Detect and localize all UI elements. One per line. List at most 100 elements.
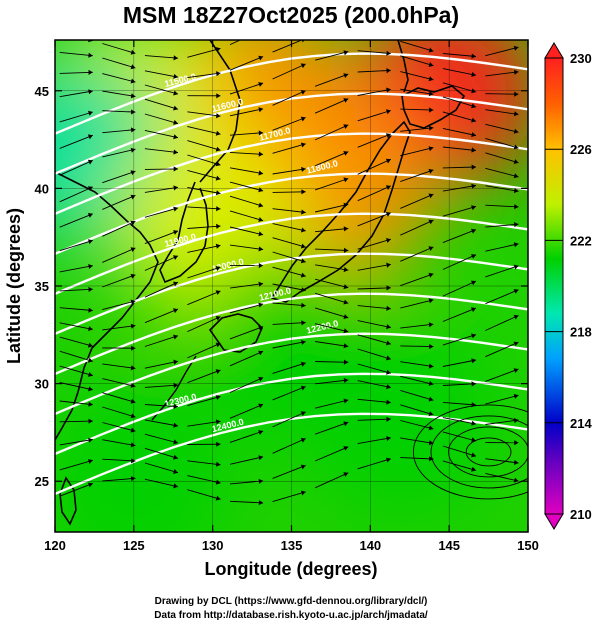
streamline-arrow [258,130,264,136]
streamline-segment [400,108,434,111]
coastline-korea [159,181,209,284]
streamline-segment [315,379,349,385]
streamline-segment [272,117,306,131]
streamline-arrow [386,324,391,330]
streamline-arrow [88,372,93,377]
streamline-segment [357,398,391,404]
streamline-arrow [215,146,221,152]
streamline-arrow [471,205,476,211]
streamline-segment [400,420,434,430]
streamline-arrow [216,206,221,212]
streamline-segment [400,389,434,401]
streamline-arrow [386,87,391,93]
streamline-arrow [471,183,476,189]
streamline-segment [314,73,349,87]
streamline-arrow [386,355,391,361]
streamline-arrow [428,168,434,174]
streamline-segment [59,336,93,347]
streamline-segment [144,404,179,408]
streamline-segment [400,27,433,35]
coastline-asia [55,171,159,441]
streamline-arrow [130,382,136,388]
streamline-segment [144,148,179,154]
streamline-segment [400,246,434,262]
streamline-arrow [471,132,476,138]
streamline-segment [229,40,242,46]
streamline-arrow [301,287,306,293]
chart-title: MSM 18Z27Oct2025 (200.0hPa) [123,2,459,28]
streamline-arrow [513,45,519,51]
streamline-segment [59,350,93,362]
streamline-segment [229,403,264,419]
streamline-arrow [300,490,306,496]
streamline-arrow [258,403,264,409]
streamline-segment [485,394,519,405]
streamline-arrow [173,334,178,340]
streamline-arrow [386,384,391,390]
streamline-arrow [130,49,136,55]
streamline-arrow [130,147,136,153]
streamline-arrow [301,209,306,215]
streamline-segment [59,213,93,228]
streamline-arrow [173,483,178,489]
streamline-segment [272,208,306,213]
streamline-arrow [471,307,476,313]
streamline-segment [314,203,349,213]
streamline-segment [358,32,391,39]
streamline-segment [485,46,519,57]
streamline-arrow [513,144,519,150]
streamline-segment [59,420,93,423]
streamline-arrow [173,134,178,140]
streamline-arrow [88,110,93,116]
streamline-segment [442,205,477,217]
streamline-arrow [343,398,349,404]
streamline-arrow [88,89,93,95]
footer-credit-dcl: Drawing by DCL (https://www.gfd-dennou.o… [155,596,428,607]
streamline-arrow [87,134,93,140]
streamline-segment [272,464,306,479]
footer-credit-data: Data from http://database.rish.kyoto-u.a… [154,610,428,621]
streamline-swirl [465,437,512,467]
streamline-arrow [386,109,391,115]
streamline-segment [272,386,306,401]
streamline-arrow [428,146,434,152]
streamline-segment [102,90,136,97]
streamline-arrow [173,230,178,235]
colorbar-body [544,57,564,515]
streamline-segment [59,288,93,292]
streamline-segment [272,283,306,291]
streamline-arrow [258,455,264,461]
streamline-segment [357,458,391,470]
streamline-arrow [428,47,434,53]
streamline-segment [485,341,519,358]
streamline-segment [144,281,179,298]
streamline-arrow [429,32,434,37]
streamline-segment [400,40,434,52]
streamline-arrow [130,220,136,226]
streamline-segment [187,369,221,384]
streamline-arrow [428,193,434,199]
streamline-arrow [173,166,178,172]
streamline-arrow [471,452,476,458]
streamline-arrow [216,113,221,119]
streamline-arrow [472,33,476,38]
streamline-arrow [130,398,136,404]
streamline-arrow [130,93,136,99]
streamline-arrow [258,82,264,87]
colorbar-tick-label: 218 [570,325,592,340]
streamline-arrow [343,226,349,232]
streamline-arrow [216,461,221,467]
streamline-segment [314,98,349,114]
streamline-arrow [130,78,136,84]
streamline-arrow [428,298,434,304]
streamline-segment [59,265,93,273]
streamline-segment [272,266,306,277]
streamline-arrow [471,103,476,109]
streamline-segment [59,322,93,330]
streamline-arrow [343,299,349,305]
streamline-segment [485,368,519,382]
streamline-arrow [300,437,306,443]
streamline-segment [59,90,93,98]
colorbar-ticks: 210 214 218 222 226 230 [545,51,592,522]
